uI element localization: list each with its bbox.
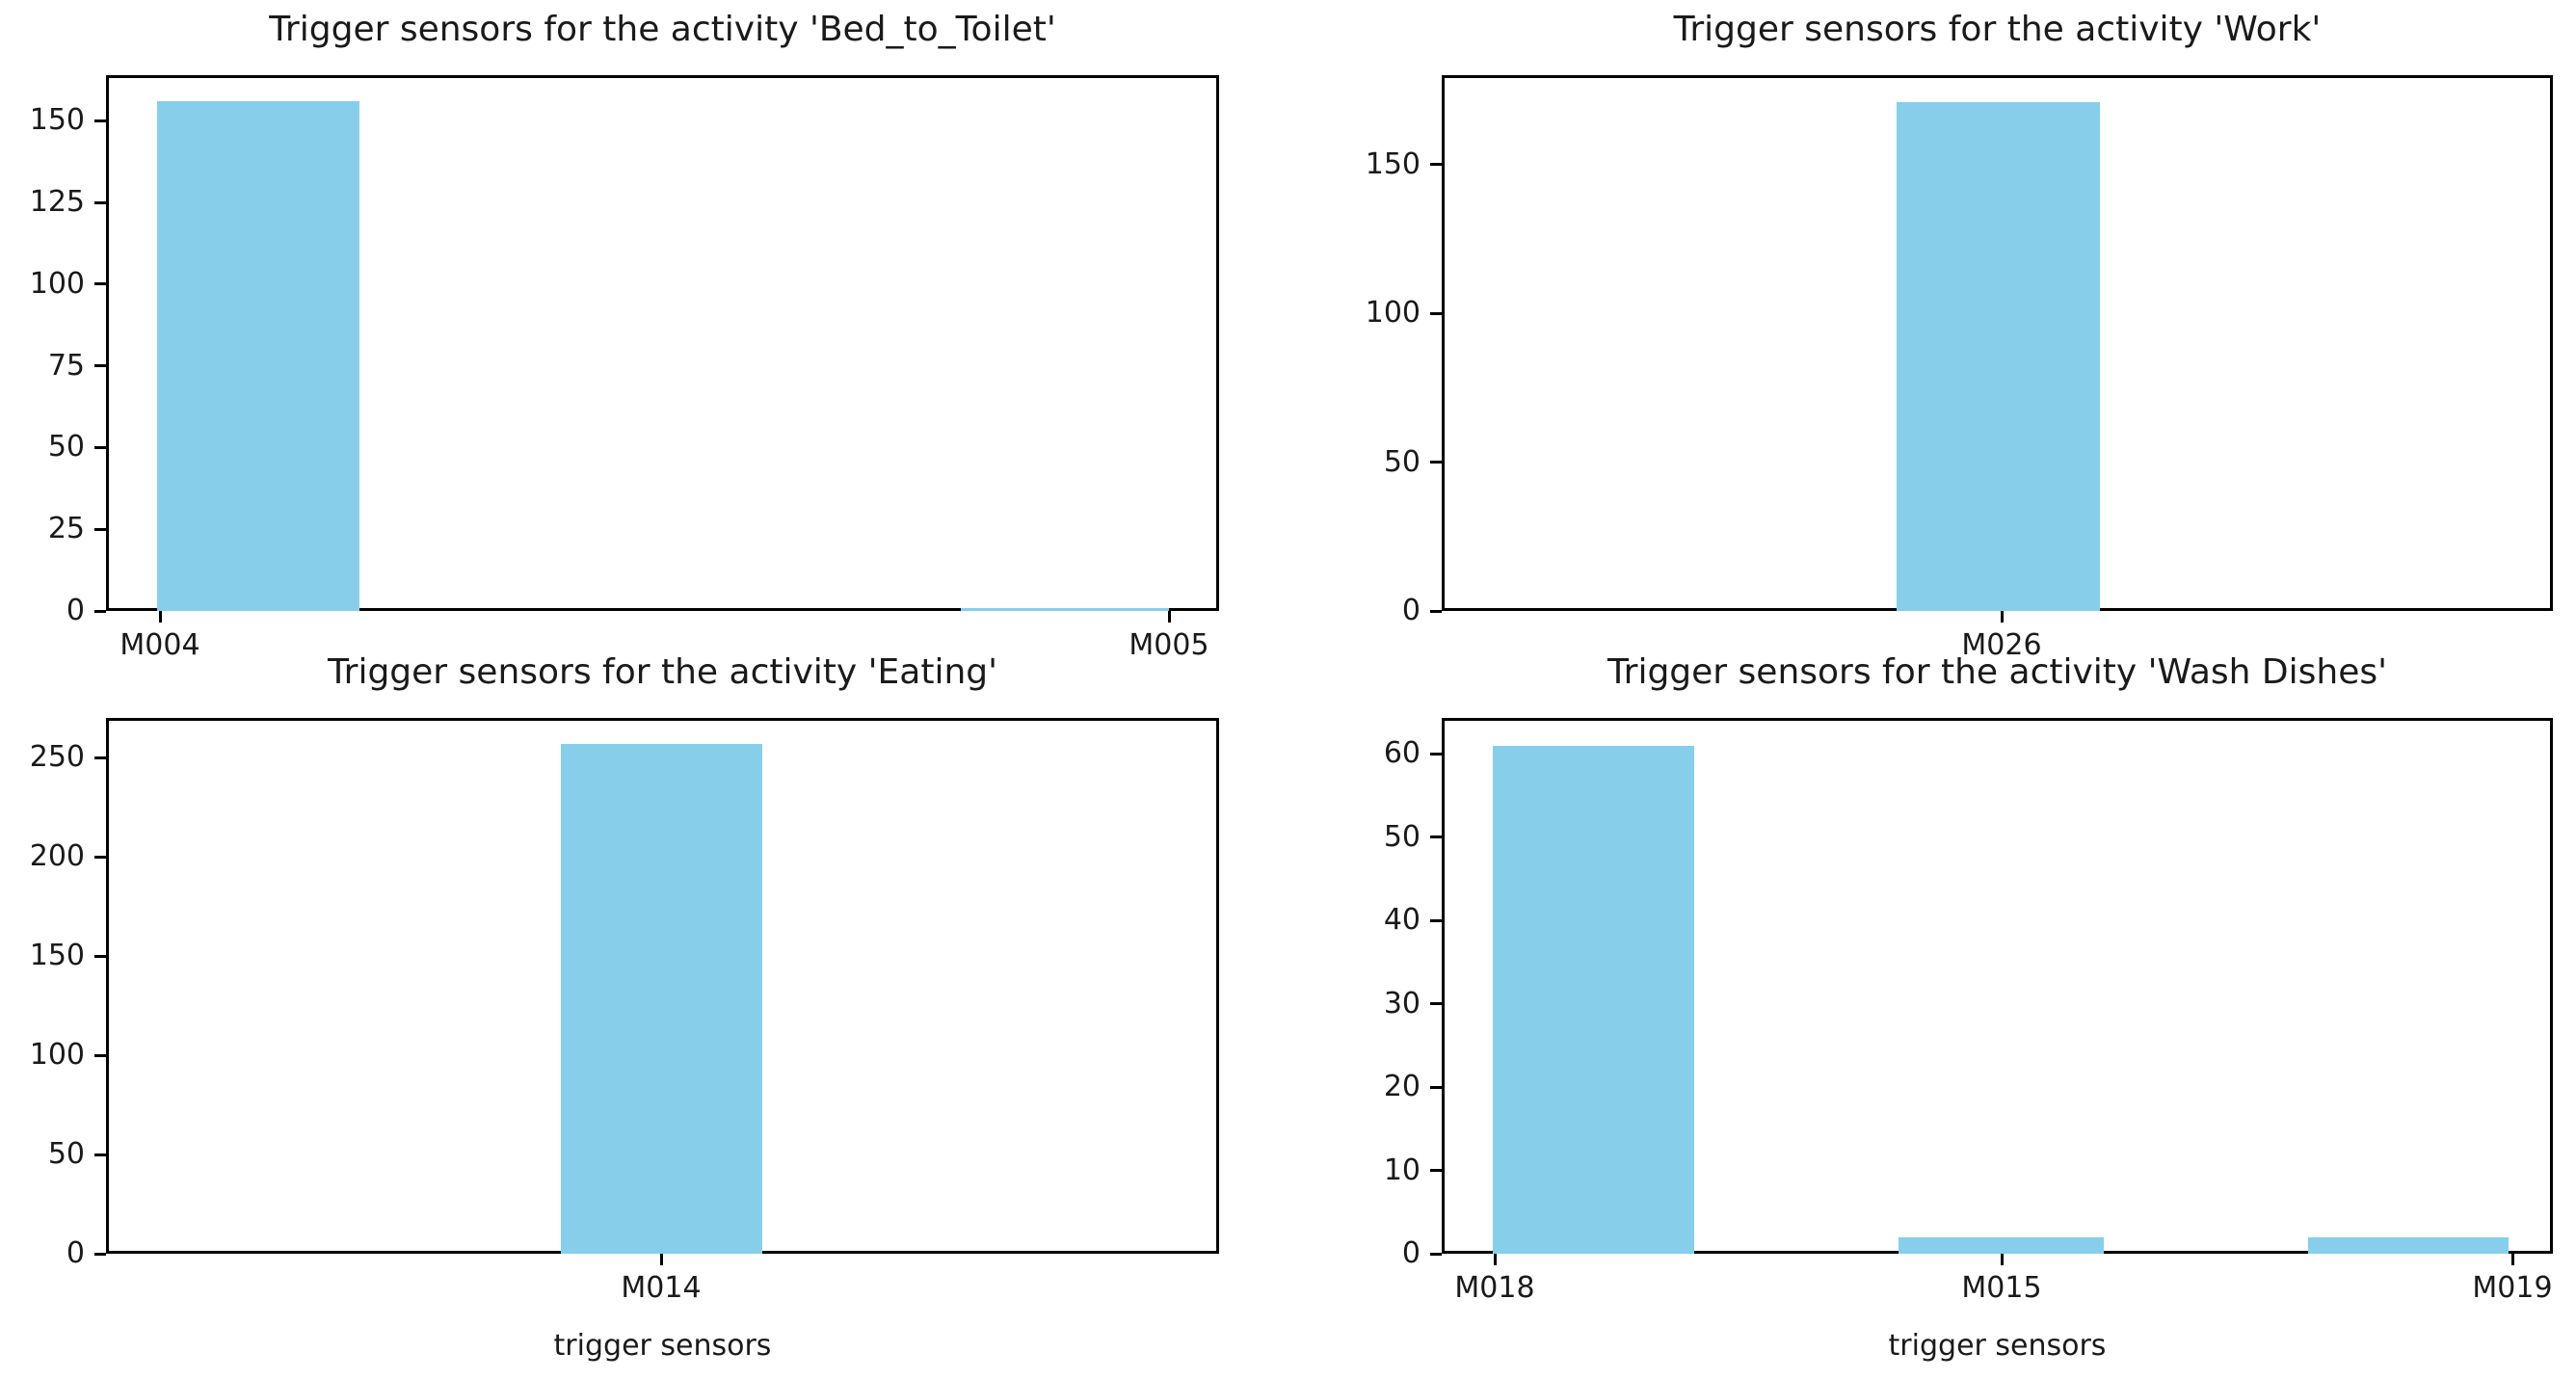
- x-axis-label: trigger sensors: [553, 1329, 772, 1363]
- y-tick-label: 50: [1383, 820, 1421, 854]
- y-tick-label: 60: [1383, 736, 1421, 770]
- bar-M018: [1493, 746, 1694, 1254]
- y-tick-label: 100: [29, 1038, 85, 1072]
- bar-M004: [157, 101, 359, 611]
- y-tick-mark: [1430, 1086, 1442, 1089]
- y-tick-mark: [94, 364, 106, 367]
- y-tick-label: 0: [1401, 1236, 1421, 1270]
- x-tick-label: M014: [621, 1271, 702, 1305]
- x-tick-mark: [2511, 1254, 2514, 1265]
- y-tick-label: 50: [1383, 445, 1421, 479]
- y-tick-label: 25: [47, 512, 85, 545]
- y-tick-mark: [94, 856, 106, 859]
- y-tick-mark: [1430, 835, 1442, 838]
- y-tick-label: 50: [47, 430, 85, 464]
- y-tick-mark: [94, 1154, 106, 1156]
- y-tick-label: 0: [66, 594, 85, 627]
- y-tick-mark: [1430, 312, 1442, 315]
- y-tick-mark: [94, 282, 106, 285]
- y-tick-label: 0: [1401, 594, 1421, 627]
- chart-title: Trigger sensors for the activity 'Wash D…: [1607, 652, 2388, 692]
- y-tick-label: 75: [47, 349, 85, 383]
- y-tick-label: 150: [1365, 147, 1421, 181]
- chart-title: Trigger sensors for the activity 'Eating…: [327, 652, 998, 692]
- y-tick-mark: [94, 119, 106, 122]
- x-tick-mark: [159, 611, 162, 623]
- y-tick-label: 40: [1383, 903, 1421, 937]
- chart-title: Trigger sensors for the activity 'Bed_to…: [269, 10, 1056, 49]
- y-tick-label: 0: [66, 1236, 85, 1270]
- y-tick-label: 200: [29, 839, 85, 873]
- bar-M015: [1899, 1237, 2104, 1254]
- bar-M005: [961, 608, 1169, 611]
- y-tick-mark: [1430, 163, 1442, 166]
- y-tick-mark: [94, 610, 106, 613]
- x-tick-label: M004: [120, 628, 200, 662]
- y-tick-label: 20: [1383, 1070, 1421, 1103]
- y-tick-mark: [94, 955, 106, 958]
- x-tick-mark: [1494, 1254, 1497, 1265]
- bar-M026: [1897, 102, 2100, 611]
- y-tick-mark: [94, 201, 106, 204]
- x-tick-label: M026: [1961, 628, 2042, 662]
- y-tick-label: 150: [29, 103, 85, 137]
- y-tick-mark: [1430, 1169, 1442, 1172]
- y-tick-mark: [1430, 461, 1442, 464]
- y-tick-label: 250: [29, 740, 85, 774]
- x-tick-mark: [660, 1254, 663, 1265]
- chart-title: Trigger sensors for the activity 'Work': [1673, 10, 2322, 49]
- y-tick-mark: [1430, 1002, 1442, 1005]
- y-tick-label: 100: [1365, 296, 1421, 330]
- y-tick-mark: [94, 1054, 106, 1057]
- y-tick-label: 150: [29, 939, 85, 972]
- bar-M014: [561, 744, 762, 1254]
- x-axis-label: trigger sensors: [1888, 1329, 2107, 1363]
- y-tick-mark: [94, 528, 106, 531]
- y-tick-mark: [1430, 753, 1442, 756]
- x-tick-mark: [2001, 1254, 2004, 1265]
- y-tick-label: 50: [47, 1137, 85, 1171]
- x-tick-label: M019: [2472, 1271, 2553, 1305]
- y-tick-label: 125: [29, 185, 85, 219]
- x-tick-mark: [2001, 611, 2004, 623]
- y-tick-mark: [94, 446, 106, 449]
- y-tick-mark: [1430, 1253, 1442, 1256]
- y-tick-mark: [1430, 610, 1442, 613]
- x-tick-label: M018: [1454, 1271, 1535, 1305]
- x-tick-mark: [1168, 611, 1171, 623]
- x-tick-label: M005: [1129, 628, 1209, 662]
- y-tick-mark: [1430, 919, 1442, 922]
- y-tick-label: 10: [1383, 1154, 1421, 1187]
- y-tick-mark: [94, 1253, 106, 1256]
- x-tick-label: M015: [1961, 1271, 2042, 1305]
- y-tick-label: 30: [1383, 987, 1421, 1021]
- y-tick-mark: [94, 756, 106, 759]
- bar-M019: [2308, 1237, 2509, 1254]
- y-tick-label: 100: [29, 267, 85, 301]
